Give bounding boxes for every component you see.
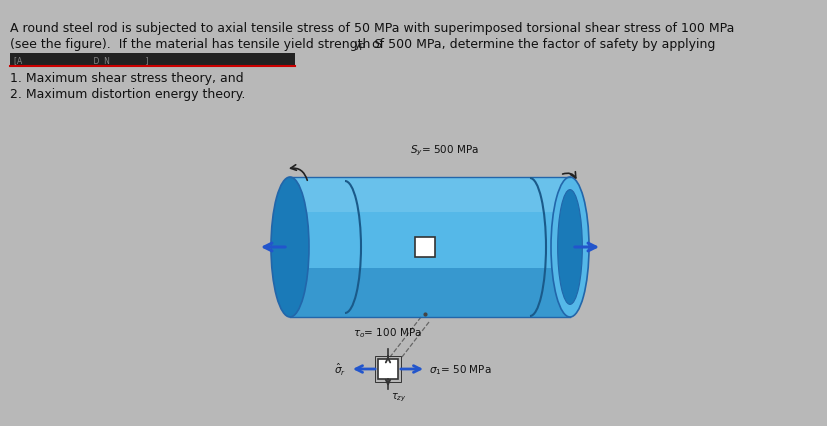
Bar (10, 54, 294, 66)
Text: A round steel rod is subjected to axial tensile stress of 50 MPa with superimpos: A round steel rod is subjected to axial … (10, 22, 734, 35)
Text: 2. Maximum distortion energy theory.: 2. Maximum distortion energy theory. (10, 88, 245, 101)
Polygon shape (289, 178, 569, 317)
Text: $\tau_{zy}$: $\tau_{zy}$ (390, 391, 406, 403)
Text: $\sigma_1$= 50 MPa: $\sigma_1$= 50 MPa (428, 362, 491, 376)
Text: $S_y$= 500 MPa: $S_y$= 500 MPa (409, 143, 478, 158)
Text: (see the figure).  If the material has tensile yield strength S: (see the figure). If the material has te… (10, 38, 382, 51)
Bar (375, 356, 400, 382)
Ellipse shape (557, 190, 581, 305)
Ellipse shape (270, 178, 308, 317)
Text: $\tau_o$= 100 MPa: $\tau_o$= 100 MPa (352, 325, 421, 339)
Text: yp: yp (355, 41, 366, 50)
Text: [A                              D  N               ]: [A D N ] (14, 56, 148, 65)
Bar (378, 359, 398, 379)
Polygon shape (289, 178, 569, 213)
Bar (414, 237, 434, 257)
Text: 1. Maximum shear stress theory, and: 1. Maximum shear stress theory, and (10, 72, 243, 85)
Text: of 500 MPa, determine the factor of safety by applying: of 500 MPa, determine the factor of safe… (367, 38, 715, 51)
Text: $\hat{\sigma}_r$: $\hat{\sigma}_r$ (333, 361, 346, 377)
Ellipse shape (550, 178, 588, 317)
Polygon shape (289, 268, 569, 317)
